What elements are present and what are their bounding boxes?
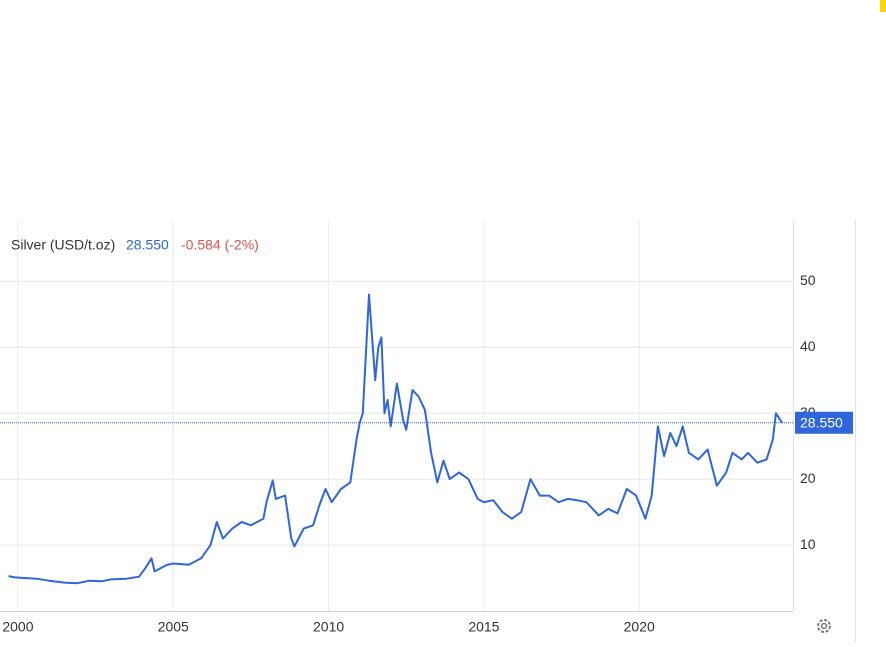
y-tick-label: 50	[800, 272, 816, 288]
marker	[880, 0, 886, 12]
x-tick-label: 2000	[2, 619, 33, 635]
x-tick-label: 2020	[624, 619, 655, 635]
price-box-label: 28.550	[800, 414, 843, 430]
change: -0.584 (-2%)	[181, 237, 259, 253]
x-tick-label: 2010	[313, 619, 344, 635]
settings-icon[interactable]	[817, 619, 831, 633]
x-tick-label: 2005	[158, 619, 189, 635]
y-tick-label: 10	[800, 536, 816, 552]
x-tick-label: 2015	[468, 619, 499, 635]
gear-hub[interactable]	[820, 622, 828, 630]
gear[interactable]	[817, 619, 831, 633]
y-tick-label: 20	[800, 470, 816, 486]
chart-title: Silver (USD/t.oz)	[11, 237, 115, 253]
price-line	[8, 293, 783, 585]
price: 28.550	[126, 237, 169, 253]
y-tick-label: 40	[800, 338, 816, 354]
price-box	[795, 411, 853, 434]
